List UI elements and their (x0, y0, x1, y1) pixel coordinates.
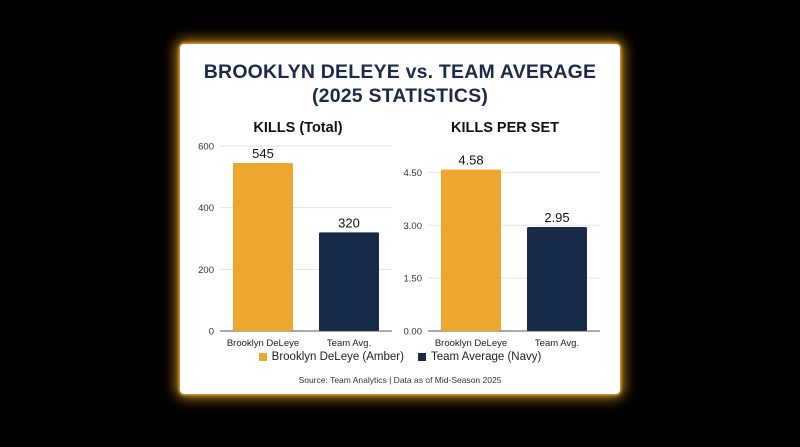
bar-1-1 (527, 227, 587, 331)
legend-swatch-amber (258, 353, 267, 361)
y-tick-label-1-1: 1.50 (404, 274, 423, 285)
y-tick-label-0-0: 0 (209, 327, 214, 338)
y-tick-label-0-3: 600 (198, 142, 214, 153)
x-tick-label-1-0: Brooklyn DeLeye (435, 338, 507, 349)
legend-swatch-navy (417, 353, 426, 361)
charts-canvas: KILLS (Total) 0 200 400 600 545 Brooklyn DeLey… (198, 120, 600, 349)
y-tick-label-1-0: 0.00 (404, 327, 423, 338)
main-title-line-2: (2025 STATISTICS) (311, 85, 489, 107)
subplot-title-0: KILLS (Total) (253, 120, 342, 136)
x-tick-label-0-0: Brooklyn DeLeye (227, 338, 299, 349)
source-note: Source: Team Analytics | Data as of Mid-… (298, 375, 502, 385)
legend-label-brooklyn: Brooklyn DeLeye (Amber) (271, 351, 404, 363)
bar-0-1 (319, 232, 379, 331)
y-tick-label-1-2: 3.00 (404, 221, 423, 232)
bar-0-0 (233, 162, 293, 331)
x-tick-label-0-1: Team Avg. (327, 338, 371, 349)
value-label-1-0: 4.58 (458, 153, 483, 168)
main-title: BROOKLYN DELEYE vs. TEAM AVERAGE (2025 S… (180, 60, 620, 108)
legend-item-team: Team Average (Navy) (417, 351, 542, 363)
y-tick-label-1-3: 4.50 (404, 168, 423, 179)
y-tick-label-0-2: 400 (198, 203, 214, 214)
chart-card: BROOKLYN DELEYE vs. TEAM AVERAGE (2025 S… (180, 44, 620, 394)
value-label-0-1: 320 (338, 215, 360, 230)
subplot-title-1: KILLS PER SET (451, 120, 559, 136)
value-label-0-0: 545 (252, 146, 274, 161)
legend-label-team: Team Average (Navy) (430, 351, 542, 363)
value-label-1-1: 2.95 (544, 210, 569, 225)
legend-item-brooklyn: Brooklyn DeLeye (Amber) (258, 351, 404, 363)
y-tick-label-0-1: 200 (198, 265, 214, 276)
main-title-line-1: BROOKLYN DELEYE vs. TEAM AVERAGE (203, 61, 597, 83)
x-tick-label-1-1: Team Avg. (535, 338, 579, 349)
legend: Brooklyn DeLeye (Amber) Team Average (Na… (180, 351, 620, 363)
bar-1-0 (441, 169, 501, 331)
